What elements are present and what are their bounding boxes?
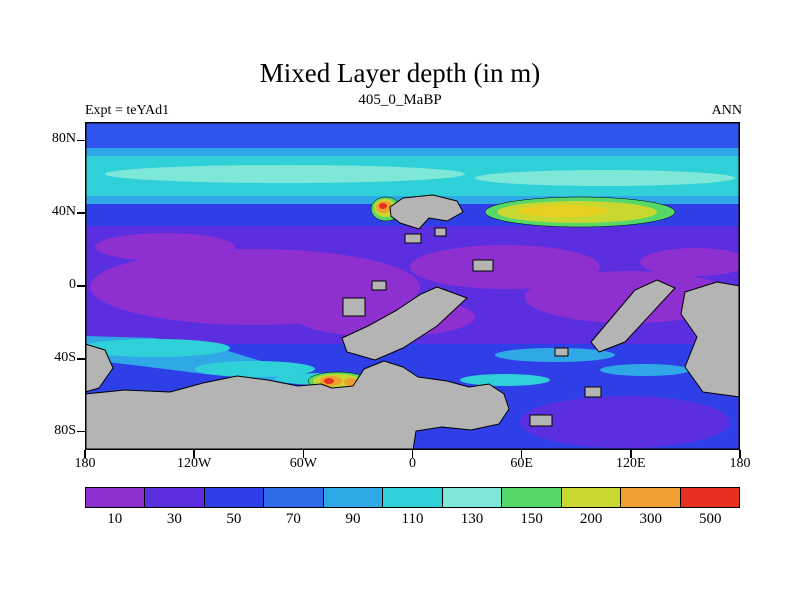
lat-tick-mark (77, 139, 85, 141)
island (434, 227, 447, 237)
island (472, 259, 494, 272)
colorbar-label: 50 (226, 511, 242, 527)
lon-tick-mark (520, 450, 523, 458)
lon-tick-label: 60E (510, 456, 533, 471)
chart-subtitle: 405_0_MaBP (358, 92, 442, 108)
lon-tick-label: 180 (74, 456, 96, 471)
yellow-maximum-40n (484, 196, 676, 228)
colorbar-label: 110 (401, 511, 424, 527)
colorbar-segment (680, 488, 739, 507)
colorbar-segment (264, 488, 324, 507)
lon-tick-label: 120W (177, 456, 212, 471)
lat-tick-mark (77, 285, 85, 287)
landmass-north (389, 194, 464, 230)
island (371, 280, 387, 291)
experiment-label: Expt = teYAd1 (85, 103, 170, 118)
colorbar-label: 150 (520, 511, 543, 527)
map-canvas (85, 122, 740, 450)
colorbar-label: 300 (639, 511, 662, 527)
colorbar-segment (502, 488, 562, 507)
island (404, 233, 422, 244)
lon-tick-label: 60W (289, 456, 317, 471)
colorbar-label: 200 (579, 511, 603, 527)
lon-tick-label: 180 (729, 456, 751, 471)
colorbar-segment (383, 488, 443, 507)
colorbar-label: 30 (166, 511, 182, 527)
colorbar-label: 70 (285, 511, 301, 527)
lat-tick-label: 40S (54, 349, 76, 365)
lat-tick-label: 40N (51, 204, 76, 220)
season-label: ANN (711, 103, 742, 118)
colorbar-segment (145, 488, 205, 507)
colorbar-label: 10 (107, 511, 123, 527)
colorbar-labels: 10 30 50 70 90 110 130 150 200 300 500 (85, 511, 740, 528)
colorbar-segment (323, 488, 384, 507)
lon-tick-mark (302, 450, 305, 458)
colorbar-segment (621, 488, 681, 507)
colorbar-segment (204, 488, 265, 507)
plot-frame (85, 122, 740, 450)
colorbar-label: 90 (345, 511, 361, 527)
colorbar-segment (86, 488, 146, 507)
colorbar-label: 500 (698, 511, 722, 527)
colorbar-segment (561, 488, 622, 507)
lat-tick-label: 0 (69, 277, 76, 292)
lon-tick-mark (411, 450, 414, 458)
lat-tick-mark (77, 358, 85, 360)
lon-tick-mark (84, 450, 86, 458)
chart-title: Mixed Layer depth (in m) (259, 58, 541, 88)
lon-tick-mark (739, 450, 741, 458)
island (554, 347, 569, 357)
lon-tick-mark (193, 450, 195, 458)
lon-tick-label: 0 (409, 456, 416, 471)
landmass-central (341, 286, 468, 361)
lon-tick-label: 120E (616, 456, 646, 471)
landmass-far-east (680, 281, 740, 398)
landmass-west-edge (85, 343, 114, 393)
lat-tick-mark (77, 431, 85, 433)
island (584, 386, 602, 398)
island (342, 297, 366, 317)
lon-tick-mark (630, 450, 632, 458)
colorbar-segment (442, 488, 503, 507)
map-plot (85, 122, 740, 450)
lat-tick-label: 80N (51, 131, 76, 147)
ocean-field (85, 122, 740, 450)
lat-tick-mark (77, 212, 85, 214)
landmass-south-polar (85, 360, 510, 450)
colorbar-label: 130 (460, 511, 484, 527)
landmasses (85, 194, 740, 450)
island (529, 414, 553, 427)
colorbar (85, 487, 740, 508)
lat-tick-label: 80S (54, 422, 76, 438)
landmass-east-strip (590, 279, 676, 353)
